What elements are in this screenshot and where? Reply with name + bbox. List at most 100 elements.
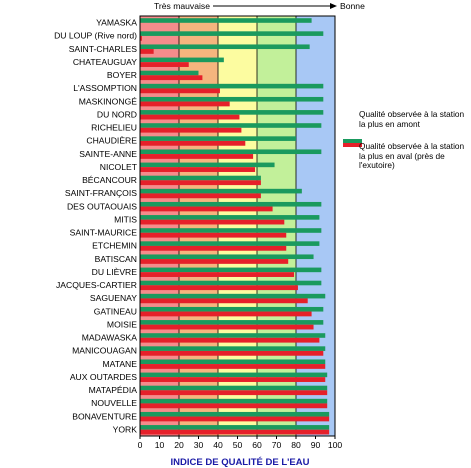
bar-upstream-18: [140, 254, 314, 260]
bar-downstream-19: [140, 272, 295, 277]
bar-upstream-26: [140, 359, 326, 365]
bar-upstream-25: [140, 346, 326, 351]
bar-upstream-1: [140, 31, 324, 36]
category-label-9: CHAUDIÈRE: [86, 136, 137, 146]
category-label-13: SAINT-FRANÇOIS: [65, 188, 137, 198]
tick-label-40: 40: [213, 440, 223, 450]
tick-label-90: 90: [311, 440, 321, 450]
bar-upstream-6: [140, 96, 324, 102]
bar-downstream-18: [140, 259, 289, 264]
bar-upstream-8: [140, 123, 322, 128]
bar-downstream-9: [140, 140, 246, 146]
category-label-1: DU LOUP (Rive nord): [54, 31, 137, 41]
bar-upstream-12: [140, 175, 261, 181]
category-label-3: CHATEAUGUAY: [73, 57, 137, 67]
bar-upstream-27: [140, 372, 328, 378]
bar-downstream-29: [140, 403, 328, 409]
category-labels: YAMASKA DU LOUP (Rive nord) SAINT-CHARLES C…: [54, 18, 138, 435]
bar-upstream-30: [140, 411, 330, 417]
bar-upstream-16: [140, 228, 322, 233]
category-label-5: L'ASSOMPTION: [73, 83, 137, 93]
tick-label-60: 60: [252, 440, 262, 450]
bar-upstream-0: [140, 18, 312, 23]
bar-upstream-5: [140, 83, 324, 89]
bar-downstream-28: [140, 390, 328, 396]
scale-right-label: Bonne: [340, 1, 365, 11]
bar-downstream-11: [140, 167, 256, 172]
category-label-11: NICOLET: [100, 162, 138, 172]
bar-downstream-25: [140, 350, 324, 356]
bar-downstream-16: [140, 232, 287, 238]
bar-downstream-6: [140, 101, 230, 107]
category-label-22: GATINEAU: [94, 306, 137, 316]
tick-label-70: 70: [272, 440, 282, 450]
bar-downstream-30: [140, 416, 330, 422]
tick-label-30: 30: [194, 440, 204, 450]
bar-upstream-21: [140, 293, 326, 299]
bar-downstream-4: [140, 75, 203, 81]
bar-downstream-31: [140, 429, 330, 435]
bar-downstream-14: [140, 206, 273, 212]
bar-downstream-3: [140, 62, 189, 67]
category-label-20: JACQUES-CARTIER: [56, 280, 137, 290]
bars: [140, 18, 330, 435]
bar-downstream-1: [140, 35, 142, 41]
bar-upstream-2: [140, 44, 310, 50]
bar-upstream-23: [140, 320, 324, 325]
bar-upstream-13: [140, 188, 302, 194]
category-label-25: MANICOUAGAN: [72, 346, 137, 356]
bar-downstream-26: [140, 364, 326, 369]
category-label-8: RICHELIEU: [91, 123, 137, 133]
legend-swatch-upstream: [343, 139, 362, 143]
category-label-21: SAGUENAY: [90, 293, 137, 303]
tick-label-10: 10: [155, 440, 165, 450]
bar-downstream-24: [140, 337, 320, 343]
bar-upstream-22: [140, 306, 324, 312]
bar-downstream-17: [140, 245, 287, 251]
bar-upstream-24: [140, 333, 326, 338]
scale-arrow-head: [330, 3, 337, 9]
bar-upstream-17: [140, 241, 320, 246]
bar-downstream-15: [140, 219, 285, 225]
bar-downstream-10: [140, 154, 254, 159]
category-label-23: MOISIE: [107, 319, 137, 329]
bar-downstream-8: [140, 127, 242, 133]
legend-swatch-downstream: [343, 143, 362, 147]
bar-upstream-3: [140, 57, 224, 63]
scale-left-label: Très mauvaise: [154, 1, 210, 11]
category-label-15: MITIS: [114, 214, 137, 224]
category-label-16: SAINT-MAURICE: [70, 228, 138, 238]
category-label-7: DU NORD: [97, 109, 137, 119]
category-label-10: SAINTE-ANNE: [79, 149, 137, 159]
bar-upstream-20: [140, 280, 322, 286]
bar-downstream-23: [140, 324, 314, 330]
bar-downstream-21: [140, 298, 308, 304]
bar-downstream-5: [140, 88, 220, 94]
bar-upstream-11: [140, 162, 275, 168]
category-label-31: YORK: [113, 424, 138, 434]
bar-upstream-28: [140, 385, 328, 391]
legend-label-downstream: Qualité observée à la station la plus en…: [359, 141, 465, 170]
bar-downstream-2: [140, 49, 154, 54]
tick-label-50: 50: [233, 440, 243, 450]
category-label-19: DU LIÈVRE: [92, 267, 138, 277]
bar-downstream-7: [140, 114, 240, 120]
bar-downstream-22: [140, 311, 312, 317]
tick-label-20: 20: [174, 440, 184, 450]
bar-upstream-4: [140, 70, 199, 76]
bar-downstream-12: [140, 180, 261, 186]
bar-upstream-14: [140, 201, 322, 207]
legend-label-upstream: Qualité observée à la station la plus en…: [359, 109, 465, 129]
tick-label-0: 0: [138, 440, 143, 450]
category-label-30: BONAVENTURE: [72, 411, 137, 421]
bar-downstream-13: [140, 193, 261, 199]
quality-scale-header: Très mauvaise Bonne: [154, 1, 365, 11]
bar-upstream-7: [140, 110, 324, 115]
category-label-0: YAMASKA: [96, 18, 137, 28]
x-axis-title: INDICE DE QUALITÉ DE L'EAU: [171, 457, 310, 468]
category-label-6: MASKINONGÉ: [79, 96, 138, 106]
bar-downstream-20: [140, 285, 298, 291]
category-label-12: BÉCANCOUR: [82, 175, 137, 185]
tick-label-100: 100: [328, 440, 343, 450]
